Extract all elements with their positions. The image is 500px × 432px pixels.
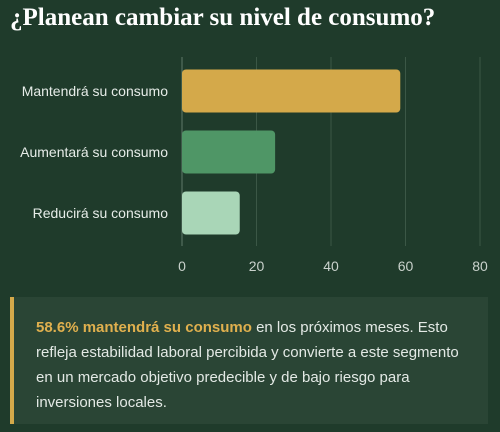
x-tick-label: 60 (398, 258, 414, 274)
bar (182, 130, 276, 174)
chart-title: ¿Planean cambiar su nivel de consumo? (10, 4, 436, 31)
bar (182, 69, 401, 113)
category-label: Reducirá su consumo (33, 205, 169, 221)
bar-chart: 0 20 40 60 80 Mantendrá su consumo Aumentará s… (20, 57, 488, 274)
insight-box: 58.6% mantendrá su consumo en los próxim… (10, 297, 488, 424)
category-label: Mantendrá su consumo (22, 83, 169, 99)
category-label: Aumentará su consumo (20, 144, 168, 160)
x-tick-label: 20 (249, 258, 265, 274)
x-tick-label: 80 (472, 258, 488, 274)
bar (182, 191, 240, 235)
x-tick-label: 40 (323, 258, 339, 274)
insight-highlight: 58.6% mantendrá su consumo (36, 319, 252, 336)
insight-text: en los próximos meses. Esto refleja esta… (36, 319, 459, 411)
x-tick-label: 0 (178, 258, 186, 274)
